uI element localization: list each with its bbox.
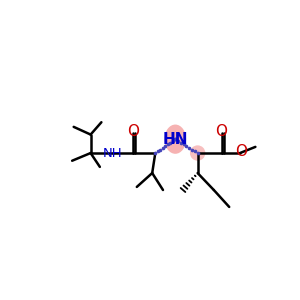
Text: O: O	[235, 144, 247, 159]
Ellipse shape	[164, 124, 186, 154]
Text: HN: HN	[163, 132, 188, 147]
Text: NH: NH	[103, 146, 123, 160]
Ellipse shape	[190, 145, 205, 161]
Text: O: O	[127, 124, 139, 139]
Text: O: O	[215, 124, 227, 139]
